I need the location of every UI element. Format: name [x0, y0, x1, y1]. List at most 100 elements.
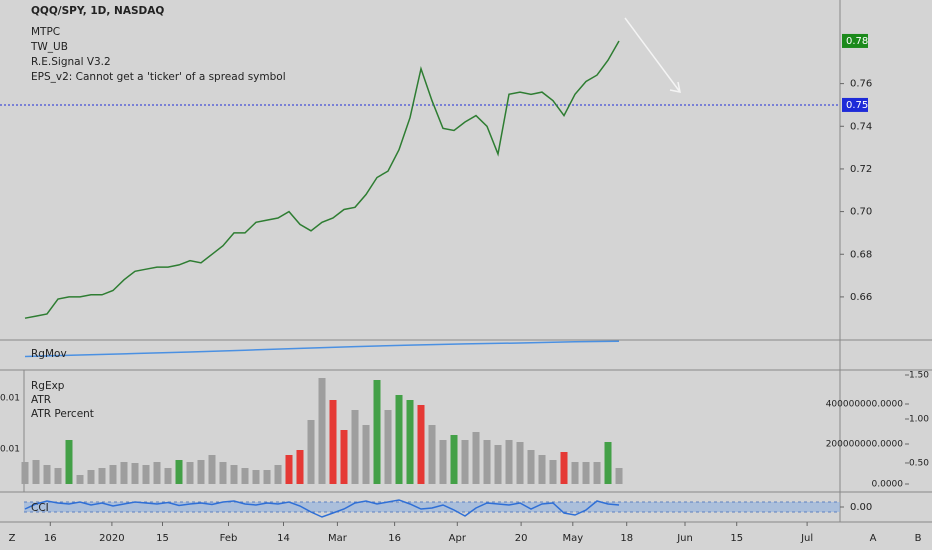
volume-bar — [109, 465, 117, 484]
volume-bar — [582, 462, 590, 484]
volume-bar — [21, 462, 29, 484]
volume-bar — [593, 462, 601, 484]
x-tick-label: Feb — [220, 533, 238, 544]
volume-bar — [406, 400, 414, 484]
y-tick-label: 0.76 — [850, 79, 872, 90]
legend-item: ATR Percent — [31, 408, 94, 420]
legend-item: TW_UB — [30, 41, 68, 53]
y-tick-label: 0.00 — [850, 502, 872, 513]
price-badge-label: 0.75 — [846, 100, 868, 111]
volume-bar — [538, 455, 546, 484]
legend-item: QQQ/SPY, 1D, NASDAQ — [31, 5, 164, 17]
volume-bar — [373, 380, 381, 484]
volume-bar — [494, 445, 502, 484]
y-tick-label: 0.72 — [850, 164, 872, 175]
volume-bar — [263, 470, 271, 484]
volume-bar — [384, 410, 392, 484]
x-tick-label: 15 — [156, 533, 169, 544]
x-tick-label: 16 — [388, 533, 401, 544]
series-line — [24, 340, 620, 358]
volume-bar — [197, 460, 205, 484]
button[interactable]: A — [870, 533, 877, 544]
x-tick-label: 14 — [277, 533, 290, 544]
volume-bar — [296, 450, 304, 484]
y2-tick-label: 0.50 — [909, 458, 929, 468]
pane-title: CCI — [31, 502, 49, 514]
volume-bar — [461, 440, 469, 484]
volume-bar — [153, 462, 161, 484]
volume-bar — [549, 460, 557, 484]
volume-bar — [527, 450, 535, 484]
y-tick-label: 0.68 — [850, 249, 872, 260]
volume-bar — [65, 440, 73, 484]
y-tick-label: 400000000.0000 — [826, 400, 904, 410]
x-tick-label: 18 — [620, 533, 633, 544]
legend-item: R.E.Signal V3.2 — [31, 56, 111, 68]
drawn-arrow — [624, 17, 681, 93]
x-tick-label: 2020 — [99, 533, 124, 544]
x-tick-label: Mar — [328, 533, 348, 544]
volume-bar — [43, 465, 51, 484]
volume-bar — [516, 442, 524, 484]
y2-tick-label: 1.50 — [909, 371, 929, 381]
cci-band — [24, 502, 840, 512]
series-line — [24, 499, 620, 518]
volume-bar — [285, 455, 293, 484]
left-axis-label: 0.01 — [0, 445, 20, 455]
volume-bar — [120, 462, 128, 484]
volume-bar — [274, 465, 282, 484]
volume-bar — [505, 440, 513, 484]
x-tick-label: 16 — [44, 533, 57, 544]
legend-item: MTPC — [31, 26, 60, 38]
legend-item: ATR — [31, 394, 51, 406]
y-tick-label: 200000000.0000 — [826, 440, 904, 450]
legend-item: EPS_v2: Cannot get a 'ticker' of a sprea… — [31, 71, 286, 83]
volume-bar — [32, 460, 40, 484]
x-tick-label: 20 — [515, 533, 528, 544]
y-tick-label: 0.66 — [850, 292, 872, 303]
volume-bar — [318, 378, 326, 484]
volume-bar — [615, 468, 623, 484]
volume-bar — [230, 465, 238, 484]
price-badge — [842, 97, 868, 112]
series-line — [24, 40, 620, 319]
volume-bar — [604, 442, 612, 484]
volume-bar — [208, 455, 216, 484]
volume-bar — [219, 462, 227, 484]
volume-bar — [54, 468, 62, 484]
drawn-arrow-head — [669, 81, 681, 93]
volume-bar — [417, 405, 425, 484]
volume-bar — [450, 435, 458, 484]
volume-bar — [571, 462, 579, 484]
price-badge — [842, 33, 868, 48]
x-tick-label: 15 — [730, 533, 743, 544]
button[interactable]: Z — [9, 533, 16, 544]
legend-item: RgExp — [31, 380, 65, 392]
volume-bar — [164, 468, 172, 484]
volume-bar — [307, 420, 315, 484]
volume-bar — [241, 468, 249, 484]
volume-bar — [483, 440, 491, 484]
volume-bar — [252, 470, 260, 484]
y2-tick-label: 1.00 — [909, 414, 929, 424]
x-tick-label: Jul — [800, 533, 813, 544]
volume-bar — [439, 440, 447, 484]
price-badge-label: 0.78 — [846, 36, 868, 47]
volume-bar — [472, 432, 480, 484]
left-axis-label: 0.01 — [0, 394, 20, 404]
volume-bar — [98, 468, 106, 484]
volume-bar — [142, 465, 150, 484]
volume-bar — [560, 452, 568, 484]
volume-bar — [329, 400, 337, 484]
volume-bar — [186, 462, 194, 484]
volume-bar — [351, 410, 359, 484]
volume-bar — [428, 425, 436, 484]
volume-bar — [175, 460, 183, 484]
volume-bar — [87, 470, 95, 484]
volume-bar — [395, 395, 403, 484]
volume-bar — [340, 430, 348, 484]
x-tick-label: Jun — [676, 533, 693, 544]
button[interactable]: B — [915, 533, 922, 544]
y-tick-label: 0.0000 — [872, 480, 904, 490]
